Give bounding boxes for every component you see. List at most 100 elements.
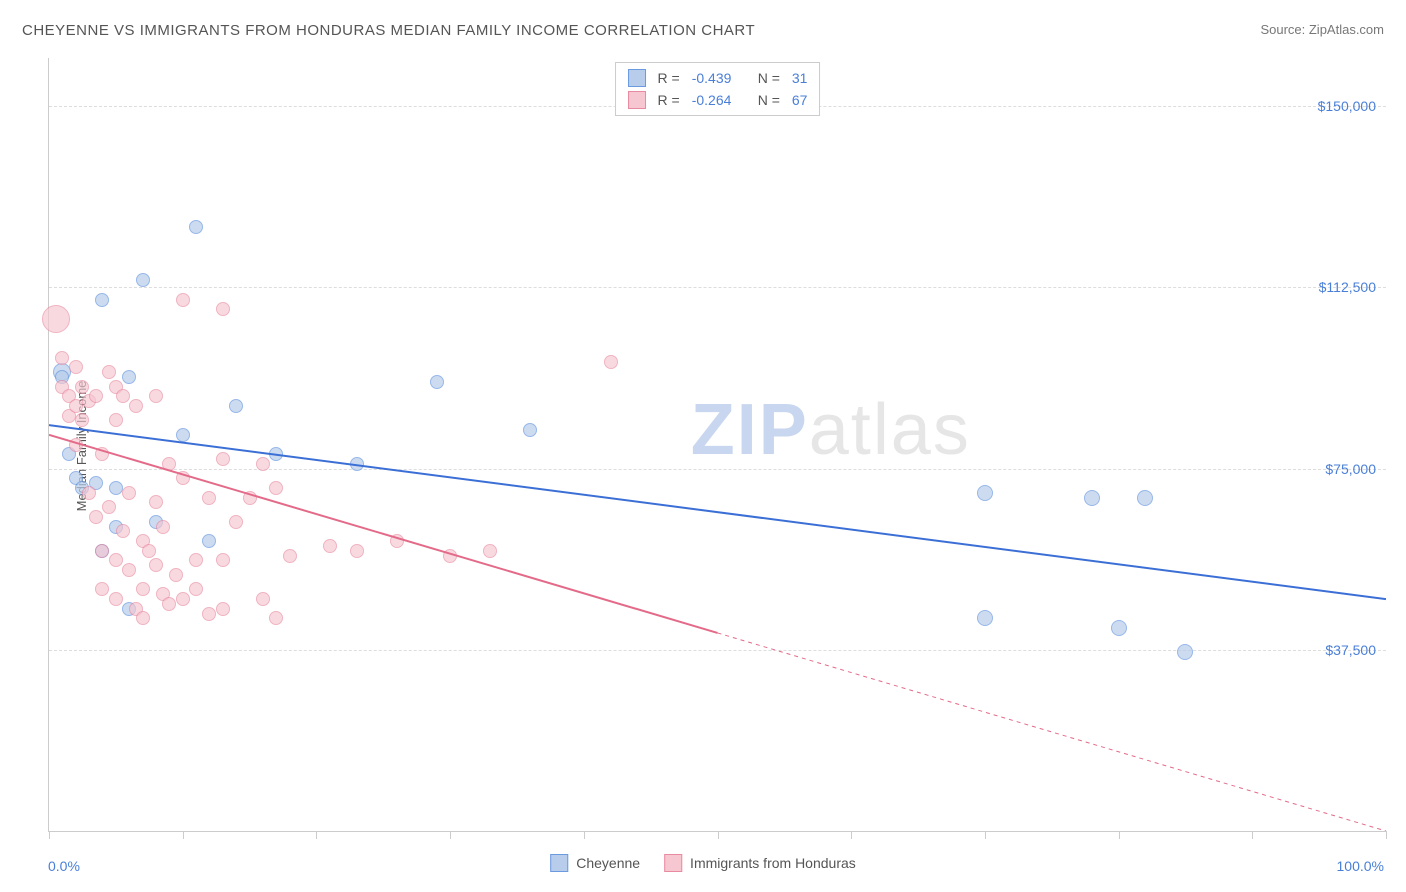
- data-point: [1177, 644, 1193, 660]
- data-point: [1137, 490, 1153, 506]
- x-tick: [985, 831, 986, 839]
- data-point: [109, 481, 123, 495]
- y-tick-label: $37,500: [1325, 642, 1376, 658]
- data-point: [95, 544, 109, 558]
- data-point: [69, 438, 83, 452]
- data-point: [256, 457, 270, 471]
- x-tick: [1119, 831, 1120, 839]
- x-axis-max-label: 100.0%: [1337, 858, 1384, 874]
- data-point: [523, 423, 537, 437]
- data-point: [109, 553, 123, 567]
- data-point: [136, 611, 150, 625]
- data-point: [149, 558, 163, 572]
- data-point: [216, 302, 230, 316]
- data-point: [95, 447, 109, 461]
- data-point: [109, 413, 123, 427]
- data-point: [69, 399, 83, 413]
- chart-plot-area: R =-0.439N =31R =-0.264N =67 ZIPatlas $3…: [48, 58, 1386, 832]
- data-point: [189, 582, 203, 596]
- r-label: R =: [658, 70, 680, 86]
- data-point: [176, 592, 190, 606]
- data-point: [149, 495, 163, 509]
- data-point: [122, 563, 136, 577]
- data-point: [122, 370, 136, 384]
- trendline: [49, 425, 1386, 599]
- data-point: [82, 486, 96, 500]
- data-point: [142, 544, 156, 558]
- data-point: [176, 428, 190, 442]
- data-point: [1111, 620, 1127, 636]
- data-point: [42, 305, 70, 333]
- data-point: [269, 611, 283, 625]
- data-point: [162, 457, 176, 471]
- data-point: [75, 380, 89, 394]
- data-point: [136, 273, 150, 287]
- n-label: N =: [758, 70, 780, 86]
- y-tick-label: $150,000: [1318, 98, 1376, 114]
- data-point: [269, 481, 283, 495]
- data-point: [116, 389, 130, 403]
- data-point: [323, 539, 337, 553]
- data-point: [176, 471, 190, 485]
- data-point: [229, 399, 243, 413]
- data-point: [189, 553, 203, 567]
- data-point: [443, 549, 457, 563]
- x-tick: [316, 831, 317, 839]
- data-point: [977, 485, 993, 501]
- x-tick: [851, 831, 852, 839]
- trendlines-layer: [49, 58, 1386, 831]
- data-point: [189, 220, 203, 234]
- n-value: 67: [792, 92, 808, 108]
- data-point: [149, 389, 163, 403]
- r-label: R =: [658, 92, 680, 108]
- r-value: -0.264: [692, 92, 746, 108]
- data-point: [216, 452, 230, 466]
- trendline-extrapolated: [718, 633, 1387, 831]
- data-point: [483, 544, 497, 558]
- data-point: [89, 510, 103, 524]
- data-point: [283, 549, 297, 563]
- data-point: [169, 568, 183, 582]
- data-point: [430, 375, 444, 389]
- series-legend: Cheyenne Immigrants from Honduras: [550, 854, 856, 872]
- chart-title: CHEYENNE VS IMMIGRANTS FROM HONDURAS MED…: [22, 22, 755, 39]
- x-tick: [1252, 831, 1253, 839]
- data-point: [122, 486, 136, 500]
- data-point: [1084, 490, 1100, 506]
- source-label: Source:: [1260, 22, 1308, 37]
- watermark-zip: ZIP: [691, 390, 809, 470]
- data-point: [269, 447, 283, 461]
- r-value: -0.439: [692, 70, 746, 86]
- data-point: [95, 293, 109, 307]
- legend-row: R =-0.439N =31: [628, 67, 808, 89]
- trendline: [49, 435, 718, 633]
- data-point: [75, 413, 89, 427]
- x-tick: [584, 831, 585, 839]
- gridline: [49, 469, 1386, 470]
- x-tick: [49, 831, 50, 839]
- data-point: [202, 534, 216, 548]
- data-point: [129, 399, 143, 413]
- x-tick: [1386, 831, 1387, 839]
- legend-item: Immigrants from Honduras: [664, 854, 856, 872]
- legend-swatch: [628, 69, 646, 87]
- data-point: [156, 520, 170, 534]
- watermark: ZIPatlas: [691, 389, 971, 471]
- data-point: [95, 582, 109, 596]
- legend-label: Immigrants from Honduras: [690, 855, 856, 871]
- watermark-atlas: atlas: [809, 390, 971, 470]
- source-attribution: Source: ZipAtlas.com: [1260, 22, 1384, 37]
- n-label: N =: [758, 92, 780, 108]
- data-point: [136, 582, 150, 596]
- legend-swatch: [628, 91, 646, 109]
- data-point: [162, 597, 176, 611]
- data-point: [109, 592, 123, 606]
- x-axis-min-label: 0.0%: [48, 858, 80, 874]
- data-point: [69, 360, 83, 374]
- data-point: [89, 389, 103, 403]
- data-point: [176, 293, 190, 307]
- data-point: [256, 592, 270, 606]
- legend-label: Cheyenne: [576, 855, 640, 871]
- data-point: [116, 524, 130, 538]
- x-tick: [183, 831, 184, 839]
